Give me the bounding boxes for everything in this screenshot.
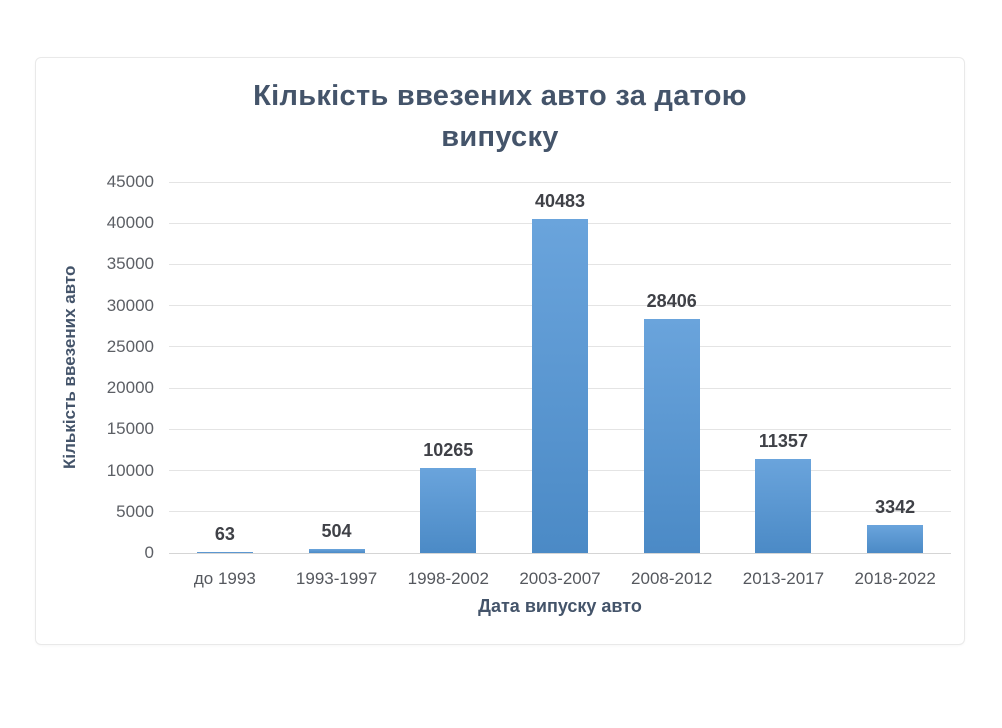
bar-2003-2007 — [532, 219, 588, 553]
bar-1998-2002 — [420, 468, 477, 553]
x-tick-label-1993-1997: 1993-1997 — [295, 569, 378, 588]
gridline-45000 — [169, 181, 951, 183]
bar-value-label-до 1993: 63 — [214, 524, 235, 545]
chart-title: Кількість ввезених авто за датою випуску — [36, 76, 964, 157]
chart-title-line2: випуску — [441, 120, 559, 153]
bar-2018-2022 — [867, 525, 924, 553]
y-tick-label-10000: 10000 — [106, 460, 154, 480]
y-tick-label-45000: 45000 — [106, 172, 154, 191]
x-tick-label-до 1993: до 1993 — [193, 569, 256, 588]
bar-value-label-1993-1997: 504 — [321, 520, 352, 541]
bar-1993-1997 — [308, 548, 365, 553]
plot-area: 0 5000 10000 15000 20000 25000 30000 35000 40000… — [107, 172, 951, 588]
x-tick-label-2018-2022: 2018-2022 — [854, 569, 936, 588]
x-axis-title: Дата випуску авто — [478, 596, 642, 616]
x-tick-label-2013-2017: 2013-2017 — [742, 569, 825, 588]
y-tick-label-30000: 30000 — [106, 295, 154, 315]
y-tick-label-0: 0 — [144, 543, 154, 562]
y-tick-label-40000: 40000 — [106, 213, 154, 233]
bar-value-label-2018-2022: 3342 — [875, 497, 916, 518]
x-tick-label-1998-2002: 1998-2002 — [407, 569, 489, 588]
x-tick-label-2008-2012: 2008-2012 — [631, 569, 713, 588]
bar-до 1993 — [196, 552, 253, 553]
bar-value-label-2013-2017: 11357 — [758, 431, 808, 452]
y-axis-title: Кількість ввезених авто — [60, 265, 79, 470]
chart-card: Кількість ввезених авто за датою випуску… — [35, 57, 965, 645]
y-tick-label-35000: 35000 — [106, 254, 154, 274]
y-tick-label-20000: 20000 — [106, 378, 154, 398]
x-axis-line — [169, 552, 951, 554]
bar-2013-2017 — [755, 459, 812, 553]
y-tick-label-25000: 25000 — [106, 336, 154, 356]
x-tick-label-2003-2007: 2003-2007 — [519, 569, 601, 588]
bar-value-label-2008-2012: 28406 — [646, 290, 697, 311]
bar-value-label-2003-2007: 40483 — [534, 191, 586, 212]
bar-2008-2012 — [643, 318, 700, 553]
y-tick-label-5000: 5000 — [116, 501, 154, 521]
bar-value-label-1998-2002: 10265 — [423, 440, 474, 461]
chart-title-line1: Кількість ввезених авто за датою — [253, 80, 747, 112]
y-tick-label-15000: 15000 — [106, 419, 154, 439]
